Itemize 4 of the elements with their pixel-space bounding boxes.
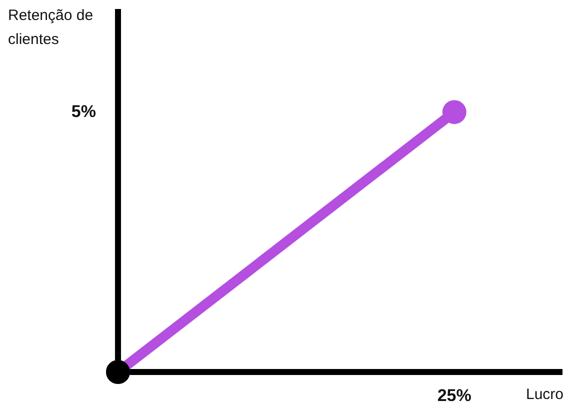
text: 5%: [71, 102, 96, 121]
x-axis-title: Lucro: [526, 386, 564, 403]
y-axis-title: Retenção de clientes: [8, 6, 94, 50]
text: 25%: [437, 386, 472, 406]
